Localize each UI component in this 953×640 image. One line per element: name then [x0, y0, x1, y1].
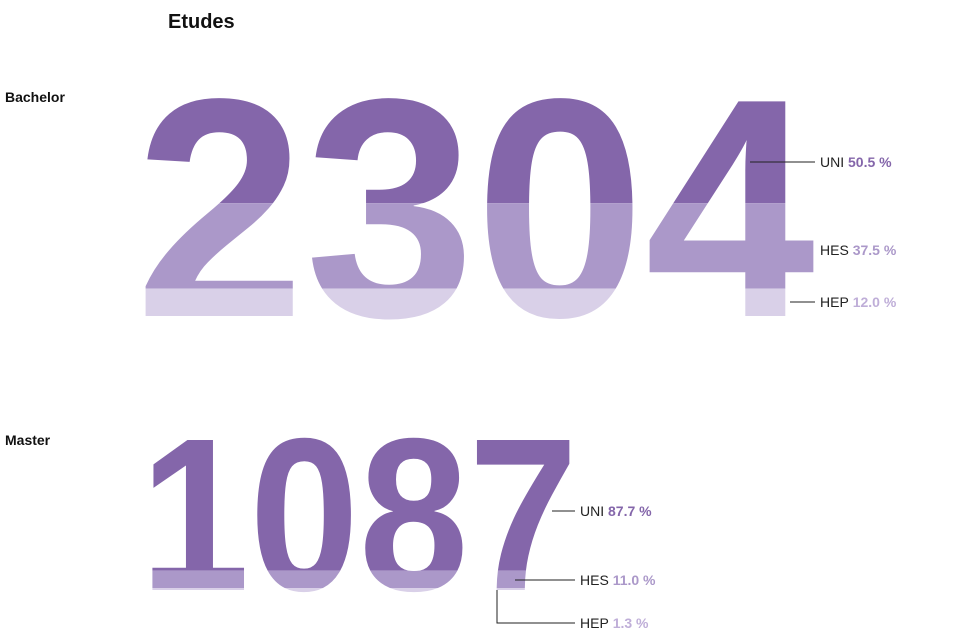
total-number: 1087 — [140, 394, 578, 637]
share-segment: 2304 — [135, 35, 817, 383]
share-segment: 1087 — [140, 394, 578, 637]
category-name: HEP — [820, 294, 849, 310]
share-label: HES 37.5 % — [820, 242, 897, 258]
share-label: HES 11.0 % — [580, 572, 656, 588]
share-segment: 1087 — [140, 394, 578, 637]
category-name: UNI — [580, 503, 604, 519]
total-number: 2304 — [135, 35, 817, 383]
value-label: 1.3 % — [613, 615, 649, 631]
total-number: 2304 — [135, 35, 817, 383]
value-label: 87.7 % — [608, 503, 652, 519]
category-name: HES — [580, 572, 609, 588]
section-label: Master — [5, 432, 51, 448]
value-label: 11.0 % — [613, 572, 656, 588]
category-name: HEP — [580, 615, 609, 631]
share-label: UNI 87.7 % — [580, 503, 652, 519]
total-number: 2304 — [135, 35, 817, 383]
leader-line — [496, 590, 575, 624]
value-label: 50.5 % — [848, 154, 892, 170]
value-label: 37.5 % — [853, 242, 897, 258]
total-number: 1087 — [140, 394, 578, 637]
share-segment: 2304 — [135, 35, 817, 383]
category-name: HES — [820, 242, 849, 258]
share-label: HEP 12.0 % — [820, 294, 897, 310]
share-segment: 1087 — [140, 394, 578, 637]
title: Etudes — [168, 11, 235, 33]
section-label: Bachelor — [5, 89, 65, 105]
category-name: UNI — [820, 154, 844, 170]
value-label: 12.0 % — [853, 294, 897, 310]
share-label: UNI 50.5 % — [820, 154, 892, 170]
share-label: HEP 1.3 % — [580, 615, 649, 631]
share-segment: 2304 — [135, 35, 817, 383]
total-number: 1087 — [140, 394, 578, 637]
